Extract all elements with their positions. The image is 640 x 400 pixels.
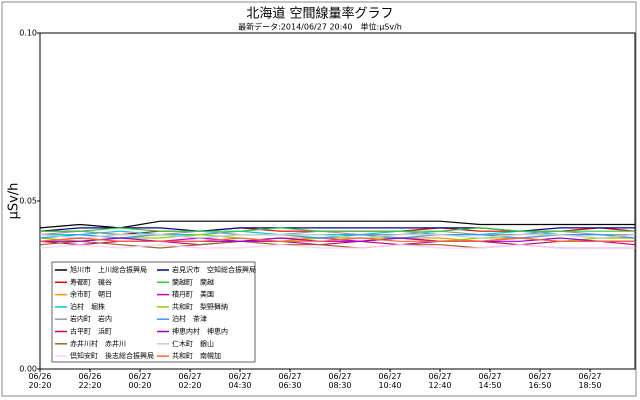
legend-label: 赤井川村 赤井川 [70, 339, 126, 348]
x-tick-label-line: 20:20 [28, 381, 51, 390]
legend-label: 古平町 浜町 [70, 327, 112, 336]
x-tick-label-line: 06/27 [528, 372, 551, 381]
legend-label: 蘭越町 蘭越 [172, 277, 214, 286]
x-tick-label-line: 06/27 [328, 372, 351, 381]
x-tick-label-line: 06/27 [478, 372, 501, 381]
legend-label: 寿都町 磯谷 [70, 277, 112, 286]
x-tick-label: 06/27 00:20 [128, 372, 151, 390]
x-tick-label-line: 18:50 [578, 381, 601, 390]
x-tick-label-line: 06:30 [278, 381, 301, 390]
chart-subtitle: 最新データ:2014/06/27 20:40 単位:μSv/h [238, 22, 402, 32]
legend-label: 余市町 朝日 [70, 290, 112, 299]
series-line [39, 244, 635, 249]
x-tick-label-line: 06/27 [578, 372, 601, 381]
x-tick-label: 06/27 16:50 [528, 372, 551, 390]
legend-label: 旭川市 上川総合振興局 [70, 265, 147, 274]
x-tick-label-line: 22:20 [78, 381, 101, 390]
chart-title: 北海道 空間線量率グラフ [246, 6, 393, 22]
x-tick-label-line: 10:40 [378, 381, 401, 390]
legend-label: 岩内町 岩内 [70, 314, 112, 323]
x-tick-label-line: 06/26 [78, 372, 101, 381]
x-tick-label-line: 14:50 [478, 381, 501, 390]
x-tick-label: 06/27 02:20 [178, 372, 201, 390]
legend-label: 共和町 南幌加 [172, 351, 221, 360]
x-tick-label-line: 06/27 [428, 372, 451, 381]
x-tick-label: 06/27 04:30 [228, 372, 251, 390]
x-tick-label: 06/27 08:30 [328, 372, 351, 390]
legend-box [51, 261, 256, 363]
x-tick-label-line: 00:20 [128, 381, 151, 390]
x-tick-label: 06/26 22:20 [78, 372, 101, 390]
x-tick-label: 06/27 10:40 [378, 372, 401, 390]
x-tick-label: 06/27 12:40 [428, 372, 451, 390]
legend-label: 共和町 梨野舞納 [172, 302, 228, 311]
y-tick-label: 0.00 [19, 365, 37, 374]
x-tick-label-line: 06/27 [128, 372, 151, 381]
x-tick-label-line: 06/27 [378, 372, 401, 381]
x-tick-label: 06/27 14:50 [478, 372, 501, 390]
legend-label: 仁木町 銀山 [172, 339, 214, 348]
x-tick-label-line: 12:40 [428, 381, 451, 390]
legend-label: 泊村 堀株 [70, 302, 105, 311]
x-tick-label-line: 06/27 [228, 372, 251, 381]
x-tick-label-line: 06/27 [178, 372, 201, 381]
x-tick-label: 06/27 18:50 [578, 372, 601, 390]
x-tick-label-line: 08:30 [328, 381, 351, 390]
x-tick-label-line: 04:30 [228, 381, 251, 390]
x-tick-label-line: 06/27 [278, 372, 301, 381]
y-tick-label: 0.10 [19, 29, 37, 38]
x-tick-label-line: 16:50 [528, 381, 551, 390]
x-tick-label-line: 02:20 [178, 381, 201, 390]
x-tick-label-line: 06/26 [28, 372, 51, 381]
x-tick-label: 06/27 06:30 [278, 372, 301, 390]
series-line [39, 220, 635, 229]
legend-label: 岩見沢市 空知総合振興局 [172, 265, 256, 274]
series-line [40, 227, 635, 232]
legend-label: 神恵内村 神恵内 [172, 327, 228, 336]
y-tick-label: 0.05 [19, 197, 37, 206]
series-line [39, 227, 635, 232]
series-line [39, 237, 635, 242]
y-axis-label: μSv/h [7, 183, 22, 220]
series-line [39, 234, 636, 239]
legend-label: 倶知安町 後志総合振興局 [70, 351, 154, 360]
legend-label: 泊村 茶津 [172, 314, 207, 323]
x-tick-label: 06/26 20:20 [28, 372, 51, 390]
legend-label: 積丹町 美国 [172, 290, 214, 299]
